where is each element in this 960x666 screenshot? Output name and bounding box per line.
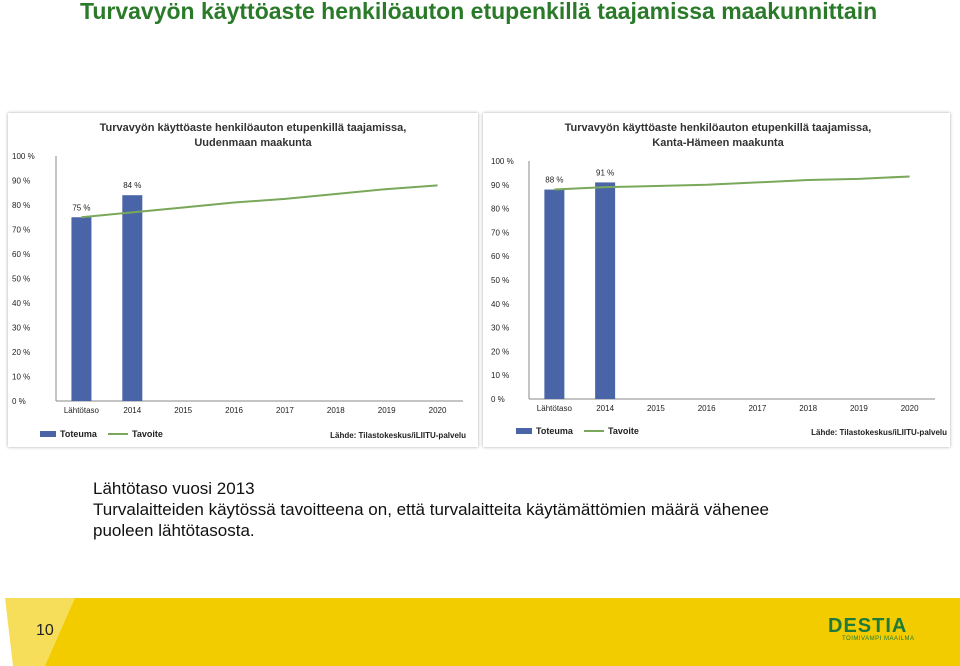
x-tick-label: 2016 [698,404,716,413]
y-tick-label: 40 % [12,299,30,308]
x-tick-label: 2019 [850,404,868,413]
legend-label-toteuma: Toteuma [60,429,98,439]
y-tick-label: 10 % [12,373,30,382]
series-line-tavoite [81,184,438,219]
y-tick-label: 10 % [491,371,509,380]
x-tick-label: 2015 [174,406,192,415]
chart-title-line: Kanta-Hämeen maakunta [652,137,784,149]
bar-data-label: 84 % [123,181,141,190]
bar-data-label: 75 % [72,203,90,212]
bar-data-label: 88 % [545,176,563,185]
x-tick-label: 2020 [429,406,447,415]
y-tick-label: 70 % [491,228,509,237]
source-note: Lähde: Tilastokeskus/iLIITU-palvelu [811,428,947,437]
y-tick-label: 20 % [12,348,30,357]
page-title: Turvavyön käyttöaste henkilöauton etupen… [80,0,878,24]
chart-title-line: Turvavyön käyttöaste henkilöauton etupen… [100,122,407,134]
x-tick-label: 2016 [225,406,243,415]
chart-uusimaa: Turvavyön käyttöaste henkilöauton etupen… [12,122,466,440]
x-tick-label: Lähtötaso [64,406,100,415]
x-tick-label: 2018 [327,406,345,415]
y-tick-label: 0 % [12,397,26,406]
page-number: 10 [36,622,54,639]
x-tick-label: 2020 [901,404,919,413]
y-tick-label: 50 % [491,276,509,285]
x-tick-label: 2019 [378,406,396,415]
body-line-1: Lähtötaso vuosi 2013 [93,479,255,498]
chart-panel-uusimaa: Turvavyön käyttöaste henkilöauton etupen… [8,113,478,447]
series-line-tavoite [554,175,910,191]
source-note: Lähde: Tilastokeskus/iLIITU-palvelu [330,431,466,440]
y-tick-label: 80 % [12,201,30,210]
chart-panel-kanta-hame: Turvavyön käyttöaste henkilöauton etupen… [483,113,950,447]
chart-kanta-hame: Turvavyön käyttöaste henkilöauton etupen… [491,122,947,437]
x-tick-label: 2017 [748,404,766,413]
y-tick-label: 40 % [491,300,509,309]
bar-data-label: 91 % [596,168,614,177]
y-tick-label: 0 % [491,395,505,404]
legend-label-tavoite: Tavoite [132,429,163,439]
y-tick-label: 20 % [491,347,509,356]
bar [122,195,143,401]
destia-logo: DESTIA TOIMIVAMPI MAAILMA [828,615,930,645]
y-tick-label: 30 % [12,324,30,333]
logo-wordmark: DESTIA [828,615,908,637]
bar [71,217,92,401]
x-tick-label: 2014 [596,404,614,413]
y-tick-label: 60 % [12,250,30,259]
bar [544,189,565,399]
x-tick-label: 2017 [276,406,294,415]
bar [595,182,616,399]
y-tick-label: 30 % [491,324,509,333]
y-tick-label: 90 % [12,177,30,186]
y-tick-label: 70 % [12,226,30,235]
footer-shape [5,598,75,666]
chart-title-line: Turvavyön käyttöaste henkilöauton etupen… [565,122,872,134]
x-tick-label: 2018 [799,404,817,413]
body-text: Lähtötaso vuosi 2013 Turvalaitteiden käy… [93,478,893,541]
footer-bar [5,598,960,666]
logo-tagline: TOIMIVAMPI MAAILMA [842,636,915,642]
y-tick-label: 50 % [12,275,30,284]
y-tick-label: 60 % [491,252,509,261]
y-tick-label: 100 % [491,157,514,166]
legend-swatch-toteuma [40,431,56,437]
x-tick-label: Lähtötaso [537,404,573,413]
body-line-3: puoleen lähtötasosta. [93,521,255,540]
legend-swatch-toteuma [516,428,532,434]
body-line-2: Turvalaitteiden käytössä tavoitteena on,… [93,500,769,519]
x-tick-label: 2015 [647,404,665,413]
legend-label-toteuma: Toteuma [536,426,574,436]
chart-title-line: Uudenmaan maakunta [194,137,312,149]
y-tick-label: 90 % [491,181,509,190]
x-tick-label: 2014 [123,406,141,415]
y-tick-label: 100 % [12,152,35,161]
legend-label-tavoite: Tavoite [608,426,639,436]
y-tick-label: 80 % [491,205,509,214]
